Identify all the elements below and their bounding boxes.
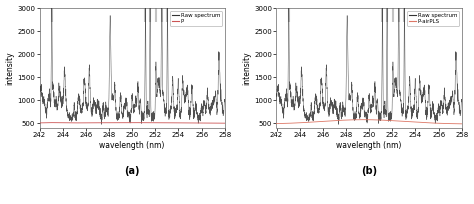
Y-axis label: intensity: intensity — [6, 51, 15, 85]
Y-axis label: intensity: intensity — [243, 51, 252, 85]
X-axis label: wavelength (nm): wavelength (nm) — [337, 141, 402, 150]
Text: (b): (b) — [361, 166, 377, 176]
Text: (a): (a) — [124, 166, 140, 176]
X-axis label: wavelength (nm): wavelength (nm) — [100, 141, 165, 150]
Legend: Raw spectrum, P: Raw spectrum, P — [170, 11, 222, 26]
Legend: Raw spectrum, P-airPLS: Raw spectrum, P-airPLS — [407, 11, 459, 26]
